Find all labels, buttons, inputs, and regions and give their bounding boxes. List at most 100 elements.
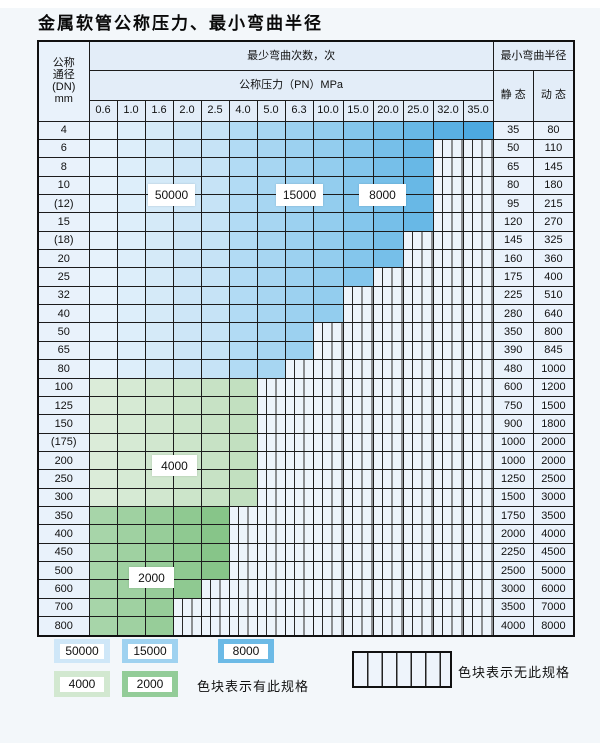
dynamic-radius-cell: 4000: [532, 524, 575, 544]
no-spec-cell: [228, 616, 258, 637]
dn-cell: 800: [37, 616, 90, 637]
no-spec-cell: [432, 193, 464, 214]
static-radius-cell: 1000: [492, 432, 534, 452]
no-spec-cell: [172, 597, 202, 618]
spec-cell: [200, 340, 230, 361]
spec-cell: [372, 157, 404, 177]
no-spec-cell: [462, 377, 494, 397]
no-spec-cell: [372, 395, 404, 416]
spec-cell: [342, 138, 374, 159]
no-spec-cell: [462, 395, 494, 416]
pressure-col-10.0: 10.0: [312, 99, 344, 122]
spec-cell: [284, 157, 314, 177]
spec-cell: [284, 230, 314, 251]
static-radius-cell: 65: [492, 157, 534, 177]
no-spec-cell: [256, 579, 286, 599]
spec-cell: [256, 249, 286, 269]
dn-cell: 25: [37, 267, 90, 287]
spec-cell: [200, 469, 230, 489]
spec-cell: [200, 414, 230, 434]
no-spec-cell: [312, 561, 344, 581]
spec-cell: [200, 524, 230, 544]
pressure-col-1.0: 1.0: [116, 99, 146, 122]
spec-cell: [144, 487, 174, 508]
no-spec-cell: [284, 377, 314, 397]
spec-cell: [256, 304, 286, 324]
no-spec-cell: [402, 432, 434, 452]
static-radius-cell: 160: [492, 249, 534, 269]
no-spec-cell: [342, 414, 374, 434]
legend-swatch-label: 4000: [60, 676, 104, 692]
no-spec-cell: [402, 579, 434, 599]
no-spec-cell: [432, 249, 464, 269]
spec-cell: [200, 249, 230, 269]
no-spec-cell: [372, 267, 404, 287]
spec-cell: [228, 230, 258, 251]
dynamic-radius-cell: 5000: [532, 561, 575, 581]
static-radius-cell: 750: [492, 395, 534, 416]
spec-cell: [372, 138, 404, 159]
dynamic-radius-cell: 270: [532, 212, 575, 232]
no-spec-cell: [284, 542, 314, 563]
spec-cell: [144, 524, 174, 544]
no-spec-cell: [462, 138, 494, 159]
spec-cell: [200, 359, 230, 379]
static-radius-cell: 2250: [492, 542, 534, 563]
dynamic-radius-cell: 400: [532, 267, 575, 287]
legend-swatch-label: 15000: [128, 643, 172, 659]
spec-cell: [284, 249, 314, 269]
dynamic-radius-cell: 1000: [532, 359, 575, 379]
no-spec-cell: [312, 377, 344, 397]
spec-cell: [462, 120, 494, 140]
spec-cell: [284, 304, 314, 324]
spec-cell: [228, 249, 258, 269]
page-title: 金属软管公称压力、最小弯曲半径: [38, 14, 323, 33]
no-spec-cell: [432, 359, 464, 379]
static-header: 静 态: [492, 69, 534, 122]
no-spec-cell: [312, 616, 344, 637]
no-spec-cell: [312, 359, 344, 379]
pressure-col-6.3: 6.3: [284, 99, 314, 122]
spec-cell: [116, 377, 146, 397]
static-radius-cell: 2000: [492, 524, 534, 544]
no-spec-cell: [342, 487, 374, 508]
no-spec-cell: [402, 414, 434, 434]
spec-cell: [116, 359, 146, 379]
corner-header: 公称 通径 (DN) mm: [37, 40, 90, 122]
spec-cell: [116, 212, 146, 232]
no-spec-cell: [402, 285, 434, 306]
spec-cell: [312, 285, 344, 306]
spec-cell: [256, 230, 286, 251]
spec-cell: [172, 395, 202, 416]
spec-cell: [172, 340, 202, 361]
no-spec-cell: [402, 450, 434, 471]
no-spec-cell: [284, 414, 314, 434]
spec-cell: [144, 414, 174, 434]
spec-cell: [88, 377, 118, 397]
spec-cell: [342, 212, 374, 232]
spec-table-wrap: 公称 通径 (DN) mm 最少弯曲次数，次 最小弯曲半径 公称压力（PN）MPa 静 态动 …: [37, 40, 576, 637]
spec-cell: [200, 561, 230, 581]
spec-cell: [144, 138, 174, 159]
spec-cell: [200, 395, 230, 416]
no-spec-cell: [462, 432, 494, 452]
no-spec-cell: [284, 450, 314, 471]
spec-cell: [200, 157, 230, 177]
dynamic-radius-cell: 1200: [532, 377, 575, 397]
dn-cell: 4: [37, 120, 90, 140]
spec-cell: [172, 377, 202, 397]
pressure-col-4.0: 4.0: [228, 99, 258, 122]
no-spec-cell: [312, 524, 344, 544]
pressure-col-20.0: 20.0: [372, 99, 404, 122]
no-spec-cell: [432, 157, 464, 177]
spec-cell: [88, 230, 118, 251]
no-spec-cell: [284, 469, 314, 489]
no-spec-cell: [342, 285, 374, 306]
dn-cell: 40: [37, 304, 90, 324]
pressure-col-25.0: 25.0: [402, 99, 434, 122]
spec-cell: [256, 212, 286, 232]
spec-cell: [228, 469, 258, 489]
spec-cell: [116, 340, 146, 361]
dn-cell: 250: [37, 469, 90, 489]
static-radius-cell: 1000: [492, 450, 534, 471]
